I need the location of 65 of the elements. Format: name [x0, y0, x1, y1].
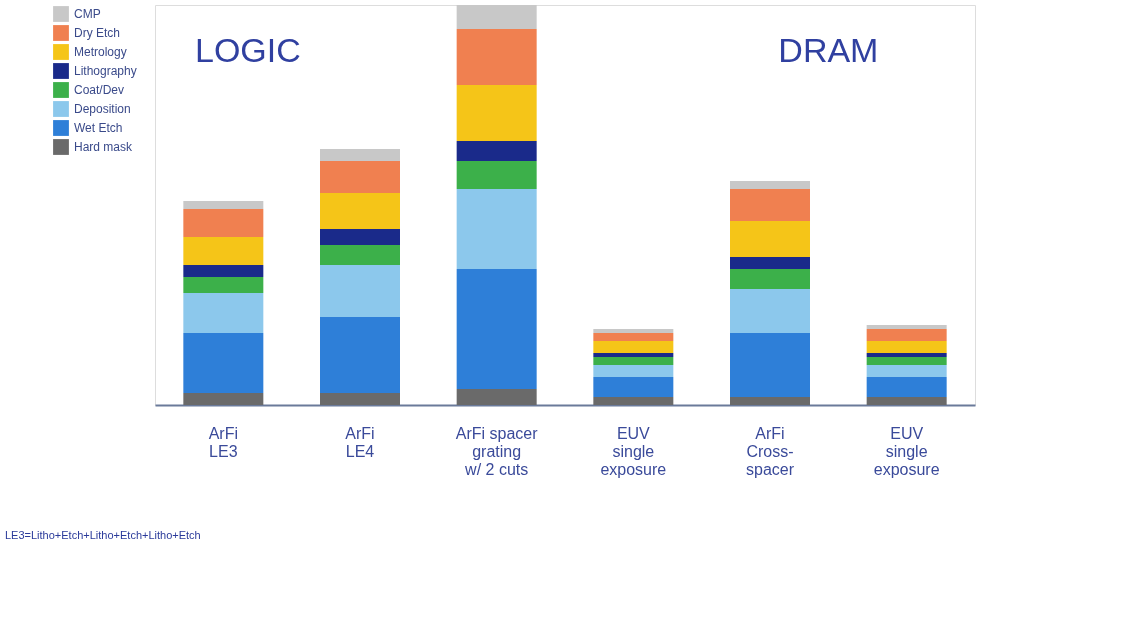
- bar: [593, 357, 674, 365]
- bar: [730, 221, 810, 257]
- bar: [456, 85, 537, 141]
- bar: [730, 289, 810, 333]
- legend-label: Metrology: [74, 45, 127, 59]
- bar: [183, 333, 264, 393]
- annotation: DRAM: [778, 31, 879, 69]
- bar: [730, 181, 810, 189]
- bar: [593, 333, 674, 341]
- bar: [320, 265, 400, 317]
- bar: [320, 245, 400, 265]
- bar: [866, 341, 947, 353]
- bar: [320, 393, 400, 405]
- legend-label: Lithography: [74, 64, 137, 78]
- bar: [593, 329, 674, 333]
- bar: [320, 229, 400, 245]
- bar: [866, 329, 947, 341]
- legend-label: Wet Etch: [74, 121, 123, 135]
- bar: [866, 365, 947, 377]
- legend-label: Deposition: [74, 102, 131, 116]
- bar: [866, 353, 947, 357]
- bar: [183, 209, 264, 237]
- bar: [866, 397, 947, 405]
- x-tick-label: EUV single exposure: [873, 424, 940, 478]
- bar: [730, 333, 810, 397]
- x-tick-label: ArFi Cross- spacer: [745, 424, 795, 478]
- text: LE3=Litho+Etch+Litho+Etch+Litho+Etch: [5, 529, 201, 541]
- bar: [456, 161, 537, 189]
- bar: [593, 397, 674, 405]
- bar: [593, 365, 674, 377]
- bar: [320, 193, 400, 229]
- bar: [730, 189, 810, 221]
- bar: [593, 377, 674, 397]
- bar: [456, 29, 537, 85]
- bar: [320, 317, 400, 393]
- x-tick-label: ArFi LE4: [345, 424, 375, 460]
- legend-label: Dry Etch: [74, 26, 121, 40]
- bar: [320, 161, 400, 193]
- bar: [730, 397, 810, 405]
- legend-label: Hard mask: [74, 140, 134, 154]
- bar: [730, 269, 810, 289]
- bar: [593, 353, 674, 357]
- bar: [456, 269, 537, 389]
- legend-label: Coat/Dev: [74, 83, 125, 97]
- bar: [593, 341, 674, 353]
- bar: [456, 389, 537, 405]
- bar: [183, 201, 264, 209]
- bar: [320, 149, 400, 161]
- x-tick-label: EUV single exposure: [600, 424, 667, 478]
- x-tick-label: ArFi LE3: [208, 424, 238, 460]
- annotation: LOGIC: [195, 31, 301, 69]
- bar: [456, 5, 537, 29]
- bar: [456, 141, 537, 161]
- bar: [730, 257, 810, 269]
- x-tick-label: ArFi spacer grating w/ 2 cuts: [455, 424, 539, 478]
- bar: [183, 265, 264, 277]
- bar: [183, 237, 264, 265]
- bar: [183, 393, 264, 405]
- bar: [866, 357, 947, 365]
- bar: [183, 293, 264, 333]
- bar: [866, 377, 947, 397]
- legend-label: CMP: [74, 7, 101, 21]
- bar: [456, 189, 537, 269]
- bar: [866, 325, 947, 329]
- bar: [183, 277, 264, 293]
